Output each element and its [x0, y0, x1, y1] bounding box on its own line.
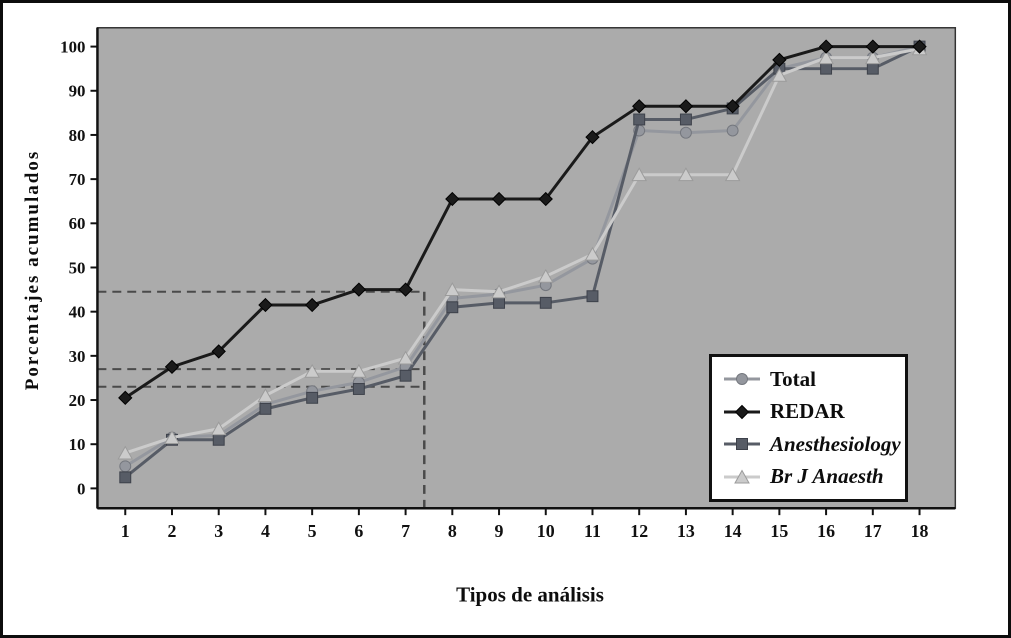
x-tick-label: 1 [121, 521, 130, 541]
x-tick-label: 3 [214, 521, 223, 541]
y-tick-label: 90 [69, 82, 86, 101]
y-tick-label: 30 [69, 347, 86, 366]
legend-item-redar: REDAR [722, 399, 895, 424]
x-tick-label: 14 [724, 521, 742, 541]
legend-label: Total [770, 366, 816, 391]
series-line-total [124, 45, 920, 468]
y-tick-label: 100 [60, 38, 85, 57]
x-tick-label: 2 [168, 521, 177, 541]
x-tick-label: 12 [630, 521, 648, 541]
y-tick-label: 50 [69, 258, 86, 277]
redar-series-marker-icon [724, 404, 760, 419]
series-line-br-j-anaesth [124, 47, 920, 455]
legend-label: Br J Anaesth [770, 464, 884, 489]
x-tick-label: 11 [584, 521, 601, 541]
x-axis-title: Tipos de análisis [456, 582, 604, 607]
x-tick-label: 16 [817, 521, 835, 541]
total-series-marker-icon [724, 373, 760, 386]
x-tick-label: 10 [537, 521, 555, 541]
y-tick-label: 10 [69, 435, 86, 454]
y-tick-label: 60 [69, 214, 86, 233]
x-tick-label: 8 [448, 521, 457, 541]
y-axis-title: Porcentajes acumulados [22, 149, 43, 391]
legend-label: REDAR [770, 399, 845, 424]
anesthesiology-series-marker-icon [724, 438, 760, 451]
br-j-anaesth-series-marker-icon [724, 469, 760, 484]
x-tick-label: 9 [495, 521, 504, 541]
legend-item-anesthesiology: Anesthesiology [722, 432, 901, 457]
legend-item-br-j-anaesth: Br J Anaesth [722, 464, 895, 489]
y-tick-label: 70 [69, 170, 86, 189]
series-line-redar [124, 45, 920, 400]
legend-item-total: Total [722, 367, 895, 392]
series-line-anesthesiology [124, 45, 921, 479]
x-tick-label: 17 [864, 521, 882, 541]
y-tick-label: 80 [69, 126, 86, 145]
legend: Total REDAR Anesthesiology Br J Anaesth [709, 354, 908, 502]
x-tick-label: 15 [770, 521, 788, 541]
y-tick-label: 20 [69, 391, 86, 410]
x-tick-label: 18 [911, 521, 929, 541]
y-tick-label: 40 [69, 303, 86, 322]
x-tick-label: 4 [261, 521, 270, 541]
y-tick-label: 0 [77, 479, 85, 498]
x-tick-label: 6 [354, 521, 363, 541]
x-tick-label: 7 [401, 521, 410, 541]
legend-label: Anesthesiology [770, 431, 901, 456]
x-tick-label: 13 [677, 521, 695, 541]
x-tick-label: 5 [308, 521, 317, 541]
